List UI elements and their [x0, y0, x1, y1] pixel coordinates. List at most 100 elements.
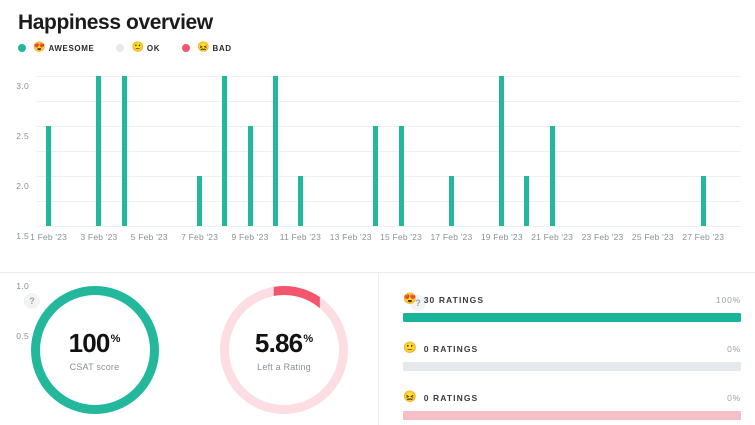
chart-x-tick-label: 3 Feb '23	[80, 232, 118, 242]
chart-gridline: 2.0	[16, 126, 741, 191]
chart-baseline	[36, 226, 741, 227]
rating-row-header: 😍 30 RATINGS 100%	[403, 294, 741, 305]
rating-emoji-icon: 😍	[403, 293, 417, 305]
csat-gauge-ring	[30, 286, 159, 414]
chart-gridline: 3.0	[16, 76, 741, 91]
chart-bar[interactable]	[448, 176, 454, 226]
rating-count-label: 0 RATINGS	[423, 343, 479, 354]
chart-plot-area: 0.5 1.0 1.5 2.0 2.5 3.0	[16, 66, 741, 341]
chart-bar[interactable]	[222, 76, 228, 226]
rating-emoji-icon: 🙂	[403, 342, 417, 354]
chart-x-tick-label: 9 Feb '23	[231, 232, 269, 242]
rating-progress-fill	[403, 411, 741, 420]
csat-gauge-center: 100% CSAT score	[35, 325, 155, 373]
chart-bar[interactable]	[272, 76, 278, 226]
legend-label: AWESOME	[48, 43, 95, 53]
csat-value: 100%	[35, 325, 155, 358]
left-a-rating-gauge-center: 5.86% Left a Rating	[224, 325, 344, 373]
chart-bar[interactable]	[373, 126, 379, 226]
rating-percent-label: 100%	[716, 294, 741, 305]
horizontal-divider	[0, 272, 755, 273]
chart-gridline: 0.5	[16, 201, 741, 341]
chart-x-axis: 1 Feb '23 3 Feb '23 5 Feb '23 7 Feb '23 9 Fe…	[30, 228, 741, 248]
left-a-rating-value: 5.86%	[224, 325, 344, 358]
rating-progress-track	[403, 362, 741, 371]
rating-row-left: 😖 0 RATINGS	[403, 392, 478, 403]
chart-y-tick-label: 1.5	[16, 231, 29, 241]
rating-progress-fill	[403, 362, 741, 371]
chart-gridline: 1.0	[16, 176, 741, 291]
chart-y-tick-label: 0.5	[16, 331, 29, 341]
header: Happiness overview 😍 AWESOME 🙂 OK 😖 BAD	[18, 10, 254, 53]
legend-label: OK	[146, 43, 161, 53]
chart-x-tick-label: 17 Feb '23	[430, 232, 473, 242]
rating-progress-track	[403, 313, 741, 322]
legend-item-awesome[interactable]: 😍 AWESOME	[18, 43, 94, 53]
chart-bar[interactable]	[524, 176, 530, 226]
rating-progress-track	[403, 411, 741, 420]
chart-x-tick-label: 27 Feb '23	[682, 232, 725, 242]
legend-dot-icon	[182, 44, 191, 52]
chart-bar[interactable]	[46, 126, 52, 226]
page-title: Happiness overview	[18, 11, 213, 34]
left-a-rating-caption: Left a Rating	[257, 362, 311, 373]
chart-y-tick-label: 1.0	[16, 281, 29, 291]
legend-emoji-icon: 🙂	[131, 42, 144, 53]
ratings-breakdown: 😍 30 RATINGS 100% 🙂 0 RATINGS 0% 😖 0 RATINGS 0%	[403, 272, 741, 425]
left-a-rating-gauge-panel: ? 5.86% Left a Rating	[190, 272, 426, 425]
chart-legend: 😍 AWESOME 🙂 OK 😖 BAD	[18, 43, 254, 53]
chart-x-tick-label: 23 Feb '23	[581, 232, 624, 242]
left-a-rating-help-icon[interactable]: ?	[410, 295, 426, 311]
rating-row: 😖 0 RATINGS 0%	[403, 392, 741, 420]
chart-x-tick-label: 13 Feb '23	[329, 232, 372, 242]
chart-bar[interactable]	[96, 76, 102, 226]
happiness-bar-chart: 0.5 1.0 1.5 2.0 2.5 3.0 1 Feb '23 3 Feb '23 5 F…	[0, 66, 755, 341]
chart-gridline: 1.5	[16, 151, 741, 241]
rating-row-header: 😖 0 RATINGS 0%	[403, 392, 741, 403]
rating-emoji-icon: 😖	[403, 391, 417, 403]
csat-value-unit: %	[110, 332, 121, 345]
chart-x-tick-label: 25 Feb '23	[631, 232, 674, 242]
left-a-rating-value-number: 5.86	[254, 327, 303, 358]
chart-bar[interactable]	[121, 76, 127, 226]
rating-progress-fill	[403, 313, 741, 322]
rating-row-left: 🙂 0 RATINGS	[403, 343, 478, 354]
rating-count-label: 0 RATINGS	[423, 392, 479, 403]
chart-x-tick-label: 11 Feb '23	[279, 232, 322, 242]
csat-gauge-panel: ? 100% CSAT score	[0, 272, 189, 425]
legend-item-bad[interactable]: 😖 BAD	[182, 43, 232, 53]
rating-count-label: 30 RATINGS	[423, 294, 485, 305]
chart-bar[interactable]	[297, 176, 303, 226]
left-a-rating-gauge-arc	[273, 286, 320, 314]
chart-x-tick-label: 5 Feb '23	[130, 232, 168, 242]
legend-label: BAD	[212, 43, 232, 53]
legend-dot-icon	[18, 44, 26, 52]
chart-bar[interactable]	[549, 126, 555, 226]
rating-percent-label: 0%	[727, 343, 741, 354]
chart-bar[interactable]	[700, 176, 706, 226]
rating-row-header: 🙂 0 RATINGS 0%	[403, 343, 741, 354]
chart-x-tick-label: 1 Feb '23	[30, 232, 68, 242]
legend-dot-icon	[116, 44, 125, 52]
rating-percent-label: 0%	[727, 392, 741, 403]
rating-row-left: 😍 30 RATINGS	[403, 294, 484, 305]
csat-value-number: 100	[68, 327, 111, 358]
csat-caption: CSAT score	[69, 362, 120, 373]
rating-row: 🙂 0 RATINGS 0%	[403, 343, 741, 371]
chart-bar[interactable]	[247, 126, 253, 226]
legend-item-ok[interactable]: 🙂 OK	[116, 43, 160, 53]
vertical-divider	[378, 272, 379, 425]
legend-emoji-icon: 😖	[197, 42, 210, 53]
chart-bar[interactable]	[499, 76, 505, 226]
chart-gridline: 2.5	[16, 101, 741, 141]
chart-x-tick-label: 19 Feb '23	[480, 232, 523, 242]
csat-help-icon[interactable]: ?	[24, 293, 40, 309]
chart-y-tick-label: 2.0	[16, 181, 29, 191]
chart-bar[interactable]	[197, 176, 203, 226]
chart-x-tick-label: 15 Feb '23	[380, 232, 423, 242]
chart-x-tick-label: 21 Feb '23	[531, 232, 574, 242]
legend-emoji-icon: 😍	[33, 42, 46, 53]
chart-bar[interactable]	[398, 126, 404, 226]
chart-x-tick-label: 7 Feb '23	[181, 232, 219, 242]
